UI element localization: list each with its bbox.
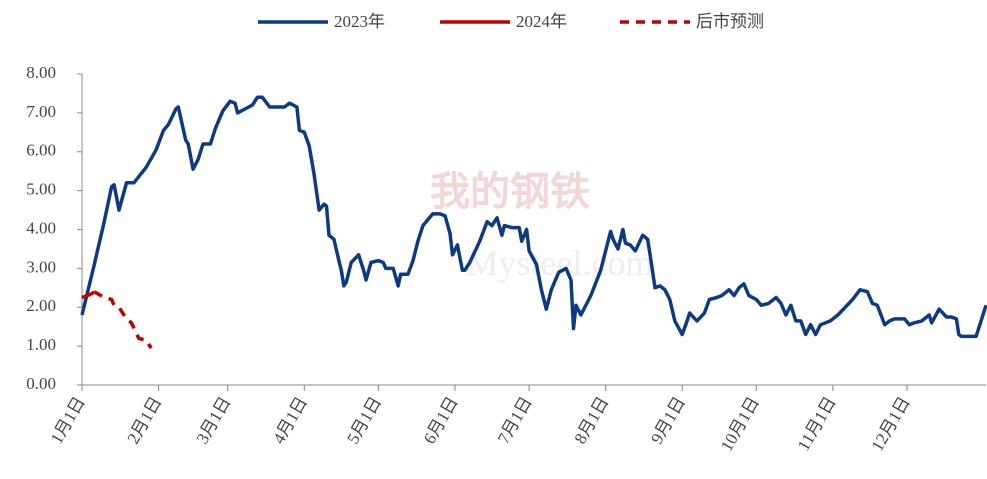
legend-label: 2023年 bbox=[334, 12, 385, 31]
y-tick-label: 4.00 bbox=[26, 218, 56, 237]
y-tick-label: 7.00 bbox=[26, 102, 56, 121]
line bbox=[81, 290, 96, 300]
legend-label: 2024年 bbox=[516, 12, 567, 31]
y-tick-label: 5.00 bbox=[26, 180, 56, 199]
y-tick-label: 0.00 bbox=[26, 374, 56, 393]
watermark: Mysteel.com bbox=[467, 243, 654, 283]
y-tick-label: 8.00 bbox=[26, 63, 56, 82]
x-tick-label: 11月1日 bbox=[794, 393, 840, 453]
x-tick-label: 3月1日 bbox=[193, 393, 235, 447]
x-tick-label: 5月1日 bbox=[343, 393, 385, 447]
x-tick-label: 4月1日 bbox=[269, 393, 311, 447]
legend-label: 后市预测 bbox=[696, 12, 764, 31]
x-tick-label: 10月1日 bbox=[717, 393, 763, 454]
line bbox=[80, 95, 987, 339]
x-tick-label: 12月1日 bbox=[868, 393, 914, 454]
y-tick-label: 2.00 bbox=[26, 296, 56, 315]
x-tick-label: 6月1日 bbox=[420, 393, 462, 447]
x-tick-label: 1月1日 bbox=[47, 393, 89, 447]
x-tick-label: 8月1日 bbox=[571, 393, 613, 447]
watermark: 我的钢铁 bbox=[430, 169, 590, 214]
line bbox=[93, 290, 153, 350]
y-tick-label: 6.00 bbox=[26, 141, 56, 160]
x-tick-label: 2月1日 bbox=[123, 393, 165, 447]
y-tick-label: 3.00 bbox=[26, 257, 56, 276]
x-tick-label: 9月1日 bbox=[647, 393, 689, 447]
x-tick-label: 7月1日 bbox=[494, 393, 536, 447]
y-tick-label: 1.00 bbox=[26, 335, 56, 354]
